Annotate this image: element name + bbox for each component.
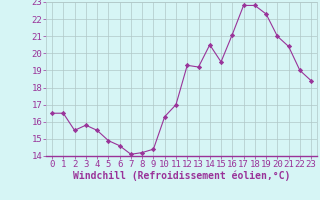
X-axis label: Windchill (Refroidissement éolien,°C): Windchill (Refroidissement éolien,°C)	[73, 171, 290, 181]
